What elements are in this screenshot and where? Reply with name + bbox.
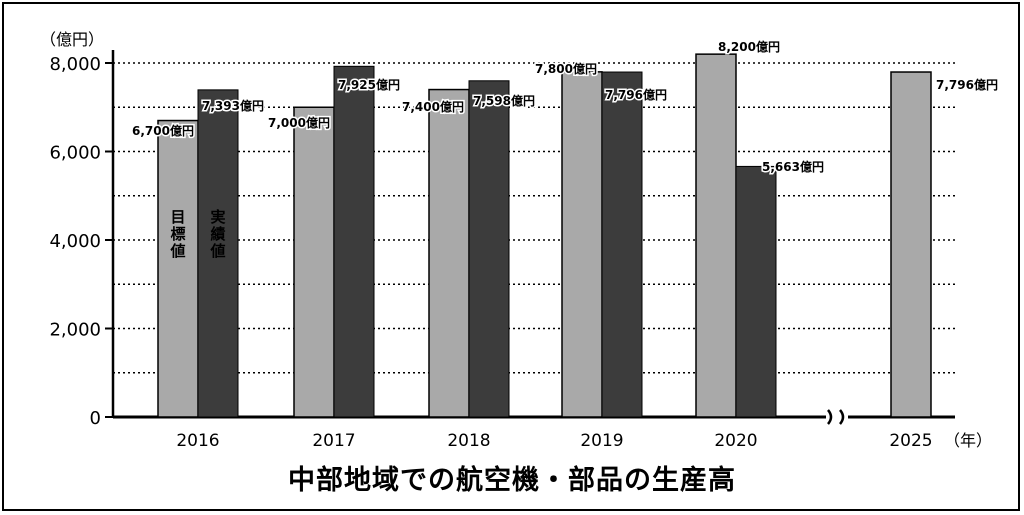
bar-actual [197, 89, 239, 418]
bar-target [428, 88, 470, 418]
data-label-target: 7,000億円 [268, 115, 330, 130]
y-tick-label: 0 [90, 408, 101, 429]
series-label-actual: 績 [210, 225, 225, 243]
bar-target [157, 119, 199, 418]
y-tick-label: 6,000 [49, 143, 101, 164]
bar-actual [468, 80, 510, 418]
bar-target [695, 53, 737, 418]
series-label-target: 目 [170, 208, 185, 226]
x-axis-unit-label: （年） [944, 431, 992, 450]
x-tick-label: 2020 [714, 431, 757, 451]
bar-target [890, 71, 932, 418]
data-label-actual: 5,663億円 [762, 159, 824, 174]
axis-break-mark [839, 409, 845, 425]
series-label-target: 値 [169, 242, 185, 260]
data-label-target: 7,400億円 [402, 99, 464, 114]
series-label-target: 標 [170, 225, 185, 243]
y-tick-label: 2,000 [49, 320, 101, 341]
bar-actual [601, 71, 643, 418]
x-tick-label: 2017 [312, 431, 355, 451]
series-label-actual: 値 [209, 242, 225, 260]
chart-title: 中部地域での航空機・部品の生産高 [288, 465, 736, 496]
data-label-target: 6,700億円 [132, 123, 194, 138]
x-tick-label: 2025 [889, 431, 932, 451]
y-tick-label: 4,000 [49, 231, 101, 252]
x-tick-label: 2019 [580, 431, 623, 451]
series-label-actual: 実 [210, 208, 225, 226]
data-label-actual: 7,796億円 [605, 87, 667, 102]
y-tick-label: 8,000 [49, 54, 101, 75]
y-axis-unit-label: （億円） [40, 30, 104, 49]
bar-target [561, 71, 603, 418]
bar-target [293, 106, 335, 418]
x-tick-label: 2016 [176, 431, 219, 451]
data-label-target: 7,796億円 [936, 77, 998, 92]
axis-break-mark [827, 409, 833, 425]
bar-actual [735, 165, 777, 418]
data-label-actual: 7,925億円 [338, 77, 400, 92]
data-label-actual: 7,598億円 [473, 93, 535, 108]
data-label-target: 8,200億円 [718, 39, 780, 54]
bar-actual [333, 65, 375, 418]
x-tick-label: 2018 [447, 431, 490, 451]
data-label-target: 7,800億円 [535, 61, 597, 76]
data-label-actual: 7,393億円 [202, 98, 264, 113]
